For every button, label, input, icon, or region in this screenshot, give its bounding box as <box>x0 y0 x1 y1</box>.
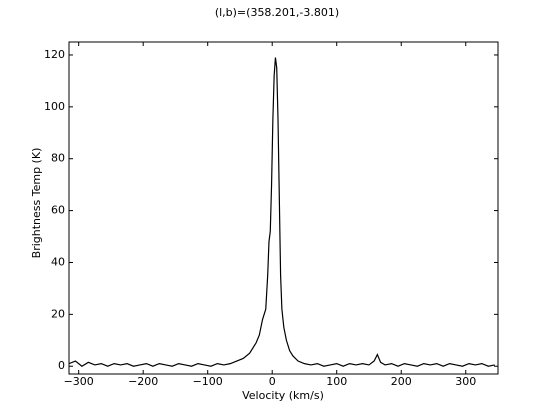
y-tick-label: 60 <box>51 204 65 217</box>
x-tick-label: 300 <box>455 375 476 388</box>
x-tick-label: −100 <box>193 375 223 388</box>
x-tick-label: −300 <box>64 375 94 388</box>
x-tick-label: −200 <box>128 375 158 388</box>
y-tick-label: 0 <box>58 359 65 372</box>
x-tick-label: 0 <box>269 375 276 388</box>
plot-frame <box>68 41 499 375</box>
x-tick-label: 100 <box>326 375 347 388</box>
y-tick-label: 120 <box>44 48 65 61</box>
y-tick-label: 40 <box>51 255 65 268</box>
data-line <box>68 57 495 367</box>
chart-title: (l,b)=(358.201,-3.801) <box>215 6 339 19</box>
y-tick-label: 80 <box>51 152 65 165</box>
y-tick-label: 20 <box>51 307 65 320</box>
x-tick-label: 200 <box>391 375 412 388</box>
y-tick-label: 100 <box>44 100 65 113</box>
y-axis-label: Brightness Temp (K) <box>30 148 43 259</box>
x-axis-label: Velocity (km/s) <box>242 389 324 402</box>
